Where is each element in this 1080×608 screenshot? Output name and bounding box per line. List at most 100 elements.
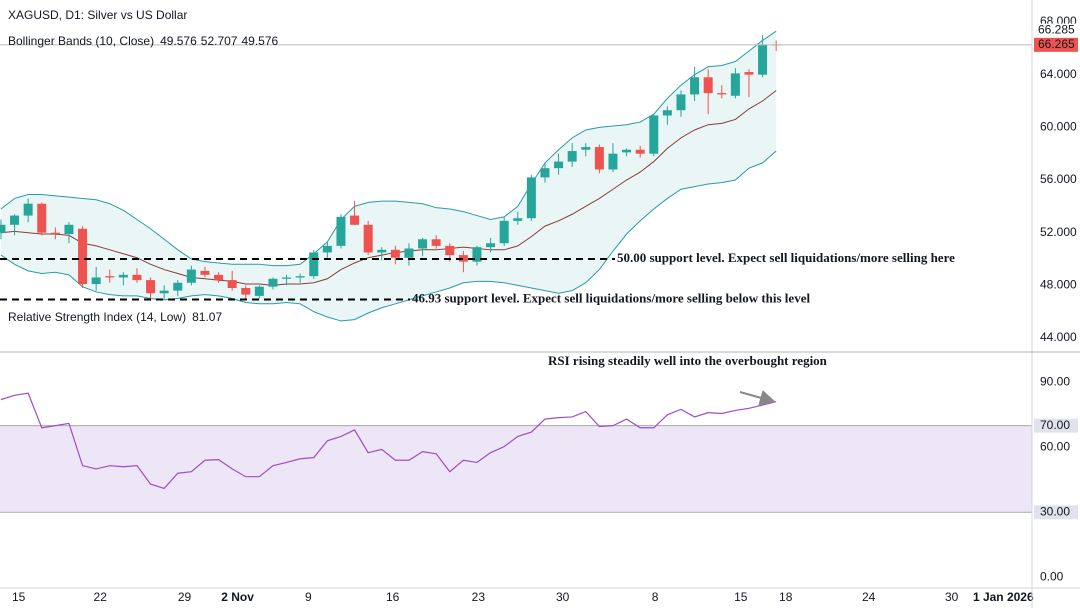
candle-body (241, 288, 251, 295)
legend-value: 52.707 (201, 34, 238, 48)
rsi-line (0, 392, 777, 490)
candle-body (309, 252, 319, 277)
candle-body (730, 73, 740, 96)
chart-title: XAGUSD, D1: Silver vs US Dollar (8, 8, 187, 22)
candle-body (554, 161, 564, 169)
candle-body (594, 147, 604, 170)
candle-body (635, 149, 645, 154)
candle-body (132, 274, 142, 281)
x-tick-label: 15 (734, 590, 748, 604)
x-tick-label: 24 (862, 590, 876, 604)
candle-body (23, 203, 33, 216)
candle-body (458, 255, 468, 262)
annotation: 46.93 support level. Expect sell liquida… (412, 290, 810, 305)
annotation: RSI rising steadily well into the overbo… (548, 353, 828, 368)
y-tick-box (1034, 505, 1078, 520)
y-tick-label: 44.000 (1040, 330, 1077, 344)
candle-body (363, 224, 373, 253)
legend-value: 49.576 (160, 34, 197, 48)
price-label-box (1034, 37, 1078, 52)
y-tick-label: 56.000 (1040, 172, 1077, 186)
y-tick-label: 60.000 (1040, 120, 1077, 134)
band-line (0, 150, 777, 322)
candle-body (703, 77, 713, 94)
y-tick-label: 70.00 (1040, 418, 1070, 432)
x-tick-label: 1 Jan 2026 (973, 590, 1034, 604)
candle-body (350, 215, 360, 225)
y-tick-label: 52.000 (1040, 225, 1077, 239)
candle-body (662, 110, 672, 116)
x-tick-label: 30 (945, 590, 959, 604)
y-tick-label: 30.00 (1040, 504, 1070, 518)
candle-body (404, 248, 414, 258)
rsi-band (0, 425, 1032, 513)
x-tick-label: 16 (386, 590, 400, 604)
x-tick-label: 9 (305, 590, 312, 604)
candle-body (717, 93, 727, 95)
candle-body (0, 224, 6, 233)
candle-body (214, 274, 224, 281)
candle-body (50, 232, 60, 235)
candle-body (282, 277, 292, 279)
y-tick-label: 0.00 (1040, 569, 1064, 583)
price-label: 66.285 (1038, 23, 1075, 37)
candle-body (186, 269, 196, 283)
x-tick-label: 29 (178, 590, 192, 604)
candle-body (146, 280, 156, 294)
x-tick-label: 18 (779, 590, 793, 604)
legend-value: 49.576 (241, 34, 278, 48)
candle-body (78, 228, 88, 285)
candle-body (91, 277, 101, 285)
candle-body (105, 276, 115, 278)
indicator-label: Bollinger Bands (10, Close) (8, 34, 154, 48)
candle-body (499, 220, 509, 244)
candle-body (254, 286, 264, 296)
price-label-box (1034, 23, 1078, 38)
candle-body (472, 247, 482, 262)
candle-body (37, 203, 47, 233)
y-tick-label: 48.000 (1040, 278, 1077, 292)
candle-body (608, 153, 618, 170)
candle-body (173, 282, 183, 291)
candle-body (676, 94, 686, 111)
annotation-arrow (739, 390, 776, 406)
x-tick-label: 15 (12, 590, 26, 604)
candle-body (486, 243, 496, 248)
candle-body (758, 44, 768, 75)
candle-body (622, 149, 632, 153)
candle-body (649, 115, 659, 154)
candle-body (118, 274, 128, 278)
band-fill (0, 31, 777, 321)
rsi-pane (0, 392, 1032, 513)
candle-body (744, 72, 754, 75)
candle-body (377, 249, 387, 253)
legend-value: 81.07 (192, 310, 222, 324)
candle-body (690, 77, 700, 95)
band-line (0, 30, 777, 267)
candle-body (200, 270, 210, 275)
candle-body (64, 224, 74, 235)
price-pane (0, 30, 1032, 322)
x-tick-label: 22 (94, 590, 108, 604)
candle-body (540, 168, 550, 178)
candle-body (526, 177, 536, 219)
price-label: 66.265 (1038, 37, 1075, 51)
candle-body (159, 290, 169, 294)
candle-body (418, 239, 428, 249)
y-tick-label: 60.00 (1040, 439, 1070, 453)
candle-body (268, 278, 278, 287)
candle-body (336, 216, 346, 246)
x-tick-label: 2 Nov (221, 590, 254, 604)
annotation: 50.00 support level. Expect sell liquida… (617, 250, 955, 265)
candle-body (581, 147, 591, 150)
candle-body (567, 151, 577, 162)
band-line (0, 90, 777, 286)
candle-body (227, 280, 237, 288)
candle-body (513, 218, 523, 221)
candle-body (431, 239, 441, 246)
candle-body (322, 245, 332, 253)
x-tick-label: 23 (472, 590, 486, 604)
y-tick-label: 64.000 (1040, 67, 1077, 81)
